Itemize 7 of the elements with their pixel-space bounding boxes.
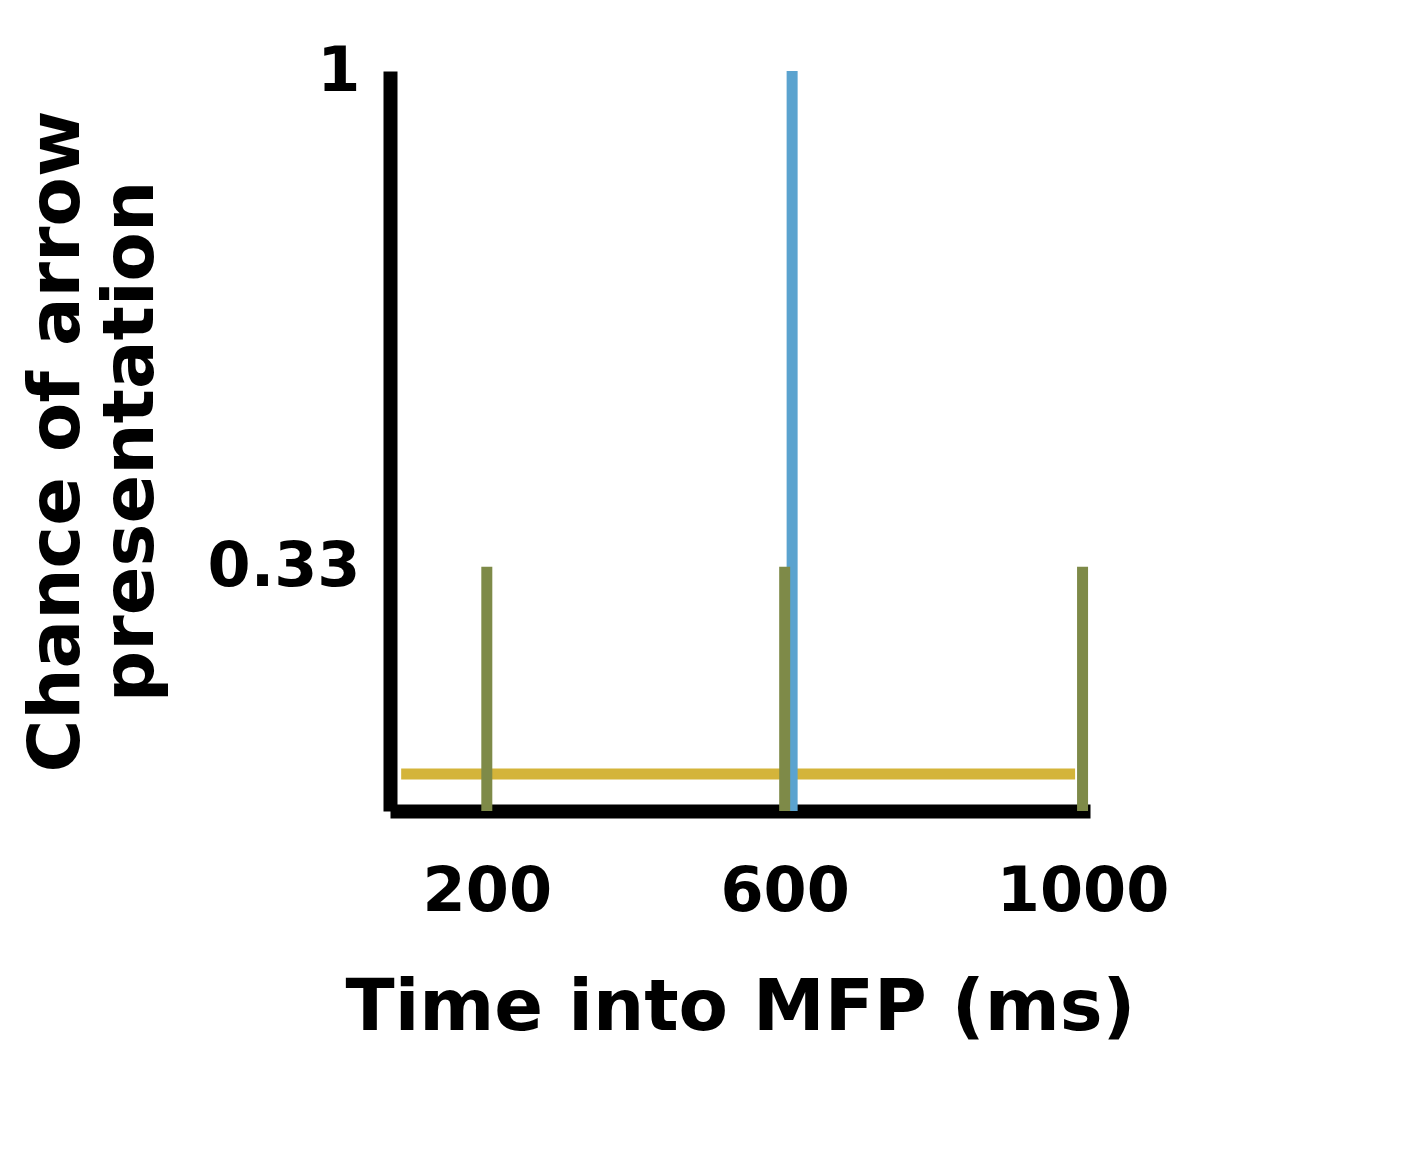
y-axis-title: Chance of arrow presentation bbox=[11, 110, 170, 773]
x-tick-label: 200 bbox=[422, 852, 553, 926]
x-tick-label: 600 bbox=[720, 852, 850, 926]
y-tick-label: 1 bbox=[317, 32, 361, 106]
x-tick-label: 1000 bbox=[996, 852, 1170, 926]
x-axis-title: Time into MFP (ms) bbox=[345, 962, 1136, 1047]
y-tick-label: 0.33 bbox=[207, 528, 361, 602]
